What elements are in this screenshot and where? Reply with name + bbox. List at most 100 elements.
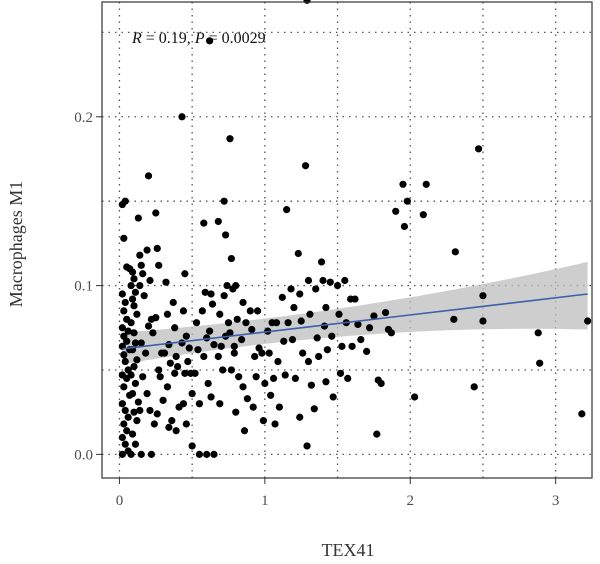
data-point [131,339,140,347]
data-point [182,420,190,428]
y-tick-label: 0.0 [74,447,93,463]
data-point [168,417,176,425]
data-point [479,317,487,325]
data-point [267,391,275,399]
correlation-annotation: R = 0.19, P = 0.0029 [131,30,266,47]
data-point [534,329,542,337]
data-point [479,292,487,300]
data-point [317,258,326,266]
data-point [121,357,129,366]
data-point [411,393,419,401]
y-tick-label: 0.2 [74,110,93,126]
data-point [133,356,141,364]
data-point [120,234,128,242]
data-point [128,390,137,398]
data-point [146,406,154,415]
data-point [470,383,478,391]
data-point [130,362,138,371]
data-point [370,312,378,320]
data-point [216,310,224,318]
data-point [243,395,252,403]
data-point [142,349,150,357]
data-point [172,352,180,361]
data-point [195,400,204,408]
data-point [136,281,144,290]
annotation-r-value: = 0.19, [142,30,195,47]
data-point [217,342,225,350]
data-point [226,135,234,143]
data-point [152,314,160,322]
data-point [165,423,173,431]
data-point [288,335,297,344]
data-point [128,268,137,276]
data-point [584,317,592,325]
data-point [237,335,246,344]
data-point [137,450,145,458]
data-point [207,290,215,298]
data-point [296,290,304,298]
data-point [160,349,169,357]
data-point [120,351,128,359]
data-point [123,337,131,345]
annotation-p-symbol: P [194,30,205,47]
annotation-r-symbol: R [131,30,142,47]
data-point [185,344,193,352]
data-point [232,281,240,290]
data-point [216,400,224,408]
data-point [171,369,179,377]
data-point [195,450,204,458]
data-point [200,352,208,361]
data-point [130,302,138,310]
data-point [335,310,343,318]
data-point [450,315,458,323]
data-point [280,337,288,345]
data-point [152,209,160,217]
data-point [182,332,190,340]
data-point [258,349,266,357]
data-point [133,417,141,425]
data-point [139,270,147,278]
data-point [377,379,385,388]
data-point [198,307,206,315]
data-point [137,339,145,347]
data-point [232,408,240,416]
data-point [127,281,135,290]
data-point [319,276,327,285]
data-point [373,430,381,438]
data-point [201,288,209,296]
data-point [357,335,365,344]
data-point [230,349,238,357]
data-point [159,396,167,404]
data-point [143,246,151,254]
data-point [315,352,323,361]
data-point [249,403,257,411]
data-point [144,172,153,180]
data-point [204,379,212,388]
data-point [203,450,211,458]
data-point [341,276,349,285]
data-point [179,400,188,408]
data-point [287,285,295,293]
data-point [259,417,267,425]
data-point [205,37,214,45]
data-point [307,381,315,389]
data-point [153,244,161,253]
data-point [118,400,126,408]
data-point [338,342,346,350]
data-point [181,270,189,278]
data-point [156,373,164,381]
data-point [387,329,395,337]
data-point [124,413,132,421]
data-point [130,329,138,337]
data-point [188,390,196,398]
data-point [326,278,334,286]
data-point [172,427,180,435]
data-point [227,366,236,374]
data-point [207,393,215,401]
data-point [322,303,330,312]
data-point [169,298,177,307]
data-point [240,427,249,435]
data-point [269,374,278,383]
data-point [121,406,129,415]
